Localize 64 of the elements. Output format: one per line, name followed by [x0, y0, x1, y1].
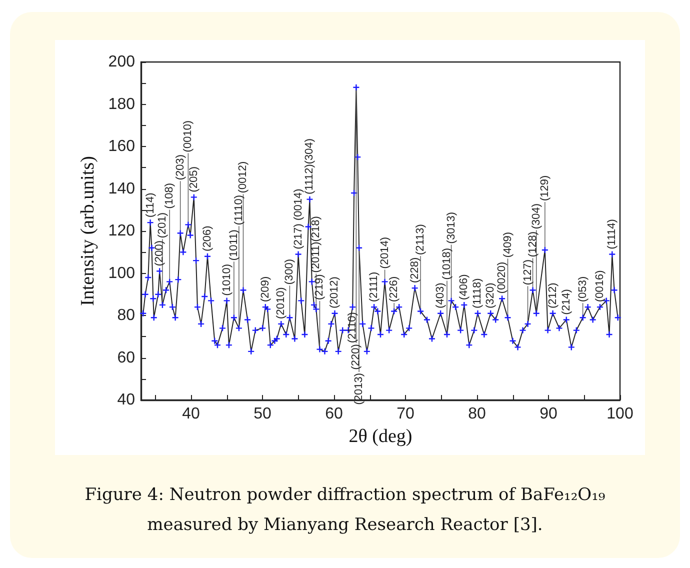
annotation: (300) — [284, 258, 296, 285]
annotation: (1114) — [606, 219, 618, 250]
annotation: (2012) — [328, 276, 341, 308]
y-tick-label: 60 — [117, 349, 136, 366]
annotation: (320) — [484, 282, 497, 308]
y-tick-label: 140 — [108, 180, 136, 198]
x-tick-label: 70 — [396, 406, 415, 422]
y-tick-label: 100 — [108, 264, 136, 282]
annotation: (2113) — [414, 224, 427, 256]
x-tick-label: 90 — [540, 406, 558, 422]
annotation: (0020) — [496, 262, 508, 294]
y-tick-label: 120 — [108, 222, 136, 240]
annotation: (1118) — [472, 278, 484, 308]
y-tick-label: 80 — [117, 307, 136, 324]
annotation: (1110) — [232, 194, 245, 226]
annotation: (200) — [154, 240, 166, 266]
annotation: (228) — [408, 257, 421, 284]
annotation: (129) — [538, 175, 551, 202]
annotation: (1011) — [228, 230, 240, 261]
annotation: (3013) — [445, 212, 458, 244]
annotation: (409) — [502, 232, 514, 258]
annotation: (2111) — [368, 272, 380, 302]
annotation: (214) — [560, 289, 572, 315]
x-tick-label: 50 — [254, 406, 272, 422]
x-tick-label: 40 — [182, 406, 200, 422]
x-tick-label: 80 — [468, 406, 486, 422]
y-tick-label: 160 — [108, 138, 136, 155]
annotation: (2010) — [275, 287, 288, 319]
y-tick-label: 40 — [117, 392, 136, 408]
annotation: (2110) — [346, 312, 359, 344]
annotation: (2011)(218) — [310, 216, 322, 273]
annotation: (053) — [576, 276, 589, 302]
x-axis-title: 2θ (deg) — [348, 426, 412, 447]
annotation: (114) — [144, 192, 156, 218]
annotation: (108) — [164, 183, 176, 209]
annotation: (128) — [526, 231, 539, 258]
x-tick-label: 60 — [325, 406, 344, 422]
annotation: (2014) — [378, 236, 391, 269]
annotation: (220) — [350, 344, 362, 370]
annotation: (203) — [174, 154, 186, 180]
annotation: (219) — [314, 274, 326, 300]
annotation: (212) — [546, 282, 559, 308]
annotation: (217) (0014) — [292, 188, 304, 250]
annotation: (127) — [522, 259, 534, 286]
annotation: (205) — [188, 166, 200, 192]
annotation: (0010) — [182, 120, 194, 152]
annotation: (0016) — [594, 270, 606, 302]
annotation: (403) — [434, 282, 447, 308]
annotation: (1018) — [440, 248, 453, 280]
annotation: (206) — [201, 226, 214, 252]
y-tick-label: 200 — [108, 54, 136, 70]
caption: Figure 4: Neutron powder diffraction spectrum of BaFe₁₂O₁₉ measured by Mianyang Research Reactor [3]. — [84, 484, 606, 537]
annotation: (209) — [259, 276, 272, 302]
annotation: (406) — [458, 274, 470, 300]
annotation: (2013) — [353, 372, 366, 405]
annotation: (226) — [388, 276, 400, 302]
annotation: (1010) — [220, 264, 233, 296]
annotation: (1112)(304) — [304, 138, 316, 194]
annotation: (304) — [530, 203, 542, 230]
y-axis-title: Intensity (arb.units) — [77, 156, 98, 306]
annotation: (201) — [156, 212, 168, 238]
x-tick-label: 100 — [606, 406, 634, 422]
y-tick-label: 180 — [108, 96, 136, 113]
annotation: (0012) — [237, 161, 250, 194]
